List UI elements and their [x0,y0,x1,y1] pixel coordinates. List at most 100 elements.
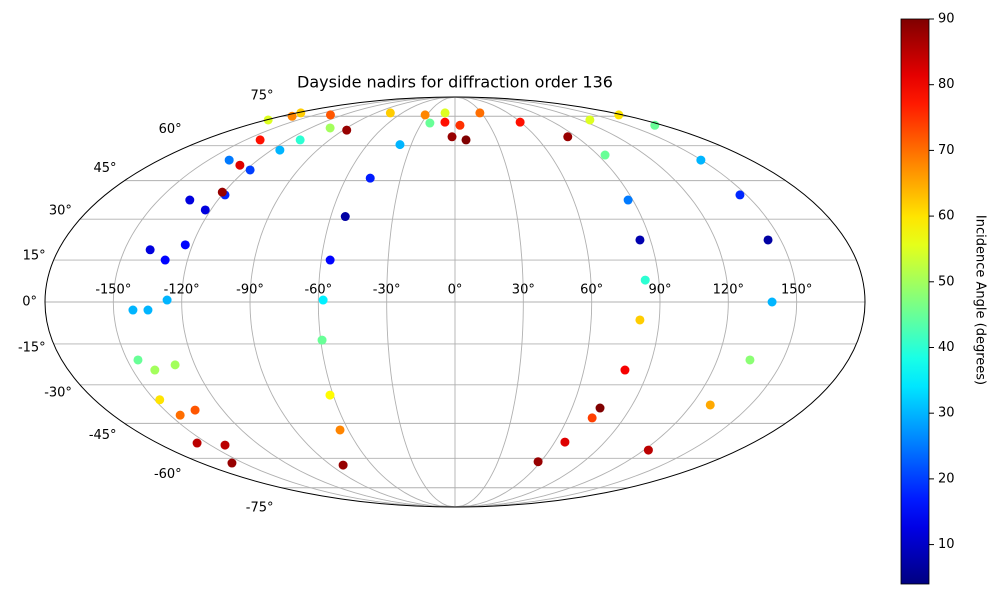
point [185,195,195,205]
y-tick-label: -75° [246,500,274,515]
point [160,255,170,265]
point [128,305,138,315]
point [635,235,645,245]
colorbar-tick-label: 30 [938,406,955,421]
colorbar-tick-label: 40 [938,340,955,355]
colorbar-tick-label: 50 [938,274,955,289]
point [217,187,227,197]
point [192,438,202,448]
point [461,135,471,145]
point [365,173,375,183]
point [235,160,245,170]
colorbar-tick-label: 80 [938,77,955,92]
x-tick-label: 0° [448,283,463,298]
point [318,295,328,305]
colorbar-tick-label: 10 [938,537,955,552]
point [338,460,348,470]
point [440,108,450,118]
point [767,297,777,307]
point [420,110,430,120]
point [635,315,645,325]
colorbar-tick-label: 60 [938,209,955,224]
y-tick-label: 0° [22,295,37,310]
point [296,108,306,118]
x-tick-label: -150° [95,283,131,298]
point [255,135,265,145]
chart-title: Dayside nadirs for diffraction order 136 [297,73,613,92]
point [705,400,715,410]
point [227,458,237,468]
y-tick-label: 45° [94,161,117,176]
x-tick-label: -120° [164,283,200,298]
point [220,440,230,450]
point [325,123,335,133]
point [640,275,650,285]
x-tick-label: 60° [580,283,603,298]
point [587,413,597,423]
point [475,108,485,118]
point [515,117,525,127]
point [180,240,190,250]
point [170,360,180,370]
x-tick-label: -30° [373,283,401,298]
point [342,125,352,135]
colorbar [900,18,930,585]
point [614,110,624,120]
y-tick-label: 15° [23,248,46,263]
points [128,108,777,470]
y-tick-label: -30° [44,385,72,400]
point [745,355,755,365]
point [643,445,653,455]
point [447,132,457,142]
point [650,120,660,130]
point [190,405,200,415]
point [155,395,165,405]
point [162,295,172,305]
colorbar-tick-label: 70 [938,143,955,158]
x-tick-label: 120° [713,283,744,298]
y-tick-label: 75° [250,89,273,104]
point [735,190,745,200]
point [533,457,543,467]
x-tick-label: -90° [236,283,264,298]
point [696,155,706,165]
x-tick-label: -60° [304,283,332,298]
x-tick-label: 150° [781,283,812,298]
point [395,140,405,150]
point [600,150,610,160]
point [145,245,155,255]
point [143,305,153,315]
point [385,108,395,118]
colorbar-tick-label: 90 [938,12,955,27]
point [455,120,465,130]
colorbar-label: Incidence Angle (degrees) [973,215,988,385]
x-tick-label: 30° [512,283,535,298]
point [275,145,285,155]
point [763,235,773,245]
point [440,117,450,127]
point [620,365,630,375]
y-tick-label: 60° [159,122,182,137]
point [563,132,573,142]
point [560,437,570,447]
point [623,195,633,205]
point [200,205,210,215]
point [150,365,160,375]
x-tick-label: 90° [648,283,671,298]
point [295,135,305,145]
y-tick-label: -60° [154,467,182,482]
point [325,110,335,120]
y-tick-label: -45° [89,428,117,443]
point [325,255,335,265]
y-tick-label: 30° [49,204,72,219]
point [133,355,143,365]
point [224,155,234,165]
point [317,335,327,345]
point [340,212,350,222]
point [585,115,595,125]
grid [45,96,865,508]
y-tick-label: -15° [18,341,46,356]
point [335,425,345,435]
colorbar-tick-label: 20 [938,471,955,486]
